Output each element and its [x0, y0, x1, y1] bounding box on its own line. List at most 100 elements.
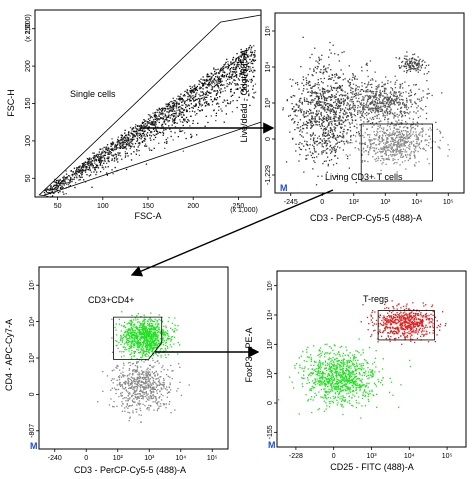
scatter-dot: [333, 111, 335, 113]
scatter-dot: [117, 140, 119, 142]
scatter-dot: [156, 131, 159, 133]
scatter-dot: [145, 331, 147, 333]
p0-scatter-dots: [43, 44, 257, 198]
scatter-dot: [354, 88, 357, 90]
scatter-dot: [396, 122, 398, 124]
scatter-dot: [439, 139, 441, 142]
scatter-dot: [317, 102, 319, 104]
scatter-dot: [128, 347, 130, 350]
scatter-dot: [402, 148, 405, 150]
scatter-dot: [298, 143, 300, 145]
scatter-dot: [53, 181, 55, 183]
scatter-dot: [172, 107, 174, 109]
scatter-dot: [151, 149, 153, 151]
scatter-dot: [154, 113, 156, 115]
scatter-dot: [240, 56, 242, 58]
scatter-dot: [423, 73, 425, 75]
scatter-dot: [317, 96, 320, 98]
scatter-dot: [412, 53, 414, 56]
scatter-dot: [403, 111, 405, 113]
scatter-dot: [314, 91, 316, 93]
scatter-dot: [69, 185, 71, 187]
scatter-dot: [157, 334, 159, 336]
scatter-dot: [185, 110, 188, 113]
scatter-dot: [390, 134, 392, 136]
scatter-dot: [347, 140, 349, 143]
scatter-dot: [328, 56, 330, 58]
scatter-dot: [323, 160, 326, 162]
scatter-dot: [356, 94, 358, 96]
scatter-dot: [347, 80, 349, 82]
scatter-dot: [339, 102, 341, 105]
scatter-dot: [168, 403, 170, 405]
scatter-dot: [152, 348, 154, 350]
scatter-dot: [400, 148, 402, 151]
scatter-dot: [156, 338, 158, 340]
scatter-dot: [144, 138, 147, 140]
scatter-dot: [334, 96, 337, 98]
scatter-dot: [166, 106, 168, 108]
scatter-dot: [314, 47, 316, 49]
scatter-dot: [342, 116, 344, 118]
scatter-dot: [374, 177, 376, 179]
scatter-dot: [124, 321, 126, 323]
scatter-dot: [97, 154, 99, 156]
scatter-dot: [406, 141, 408, 143]
scatter-dot: [335, 111, 337, 114]
scatter-dot: [217, 80, 220, 82]
scatter-dot: [351, 101, 353, 103]
scatter-dot: [309, 144, 311, 146]
scatter-dot: [65, 178, 67, 180]
scatter-dot: [239, 72, 242, 74]
scatter-dot: [315, 60, 317, 62]
scatter-dot: [98, 151, 100, 153]
scatter-dot: [399, 99, 401, 101]
scatter-dot: [218, 72, 220, 74]
scatter-dot: [83, 166, 85, 168]
scatter-dot: [157, 323, 160, 325]
scatter-dot: [137, 349, 139, 351]
scatter-dot: [169, 110, 171, 112]
scatter-dot: [313, 120, 315, 122]
scatter-dot: [133, 337, 135, 339]
scatter-dot: [400, 111, 403, 113]
scatter-dot: [369, 89, 372, 92]
scatter-dot: [152, 331, 154, 333]
scatter-dot: [155, 353, 158, 355]
scatter-dot: [375, 135, 377, 137]
scatter-dot: [404, 130, 406, 132]
scatter-dot: [402, 60, 404, 63]
scatter-dot: [245, 51, 248, 54]
scatter-dot: [357, 105, 359, 107]
scatter-dot: [384, 83, 386, 85]
scatter-dot: [333, 117, 335, 119]
scatter-dot: [217, 82, 219, 84]
scatter-dot: [406, 61, 408, 63]
scatter-dot: [390, 100, 392, 103]
scatter-dot: [421, 64, 423, 66]
scatter-dot: [318, 123, 320, 126]
scatter-dot: [359, 124, 361, 126]
scatter-dot: [141, 140, 144, 143]
scatter-dot: [396, 97, 398, 99]
scatter-dot: [365, 106, 367, 108]
scatter-dot: [197, 97, 200, 100]
scatter-dot: [219, 71, 221, 73]
scatter-dot: [381, 139, 383, 141]
scatter-dot: [154, 342, 157, 345]
scatter-dot: [387, 80, 389, 82]
scatter-dot: [85, 169, 87, 172]
scatter-dot: [367, 134, 369, 136]
scatter-dot: [331, 148, 333, 150]
scatter-dot: [200, 95, 202, 97]
scatter-dot: [132, 136, 134, 138]
scatter-dot: [409, 153, 411, 156]
scatter-dot: [83, 162, 85, 164]
scatter-dot: [104, 166, 107, 168]
scatter-dot: [124, 347, 126, 349]
scatter-dot: [376, 133, 378, 135]
scatter-dot: [157, 126, 159, 128]
scatter-dot: [138, 340, 140, 343]
scatter-dot: [248, 47, 250, 49]
scatter-dot: [342, 73, 344, 75]
